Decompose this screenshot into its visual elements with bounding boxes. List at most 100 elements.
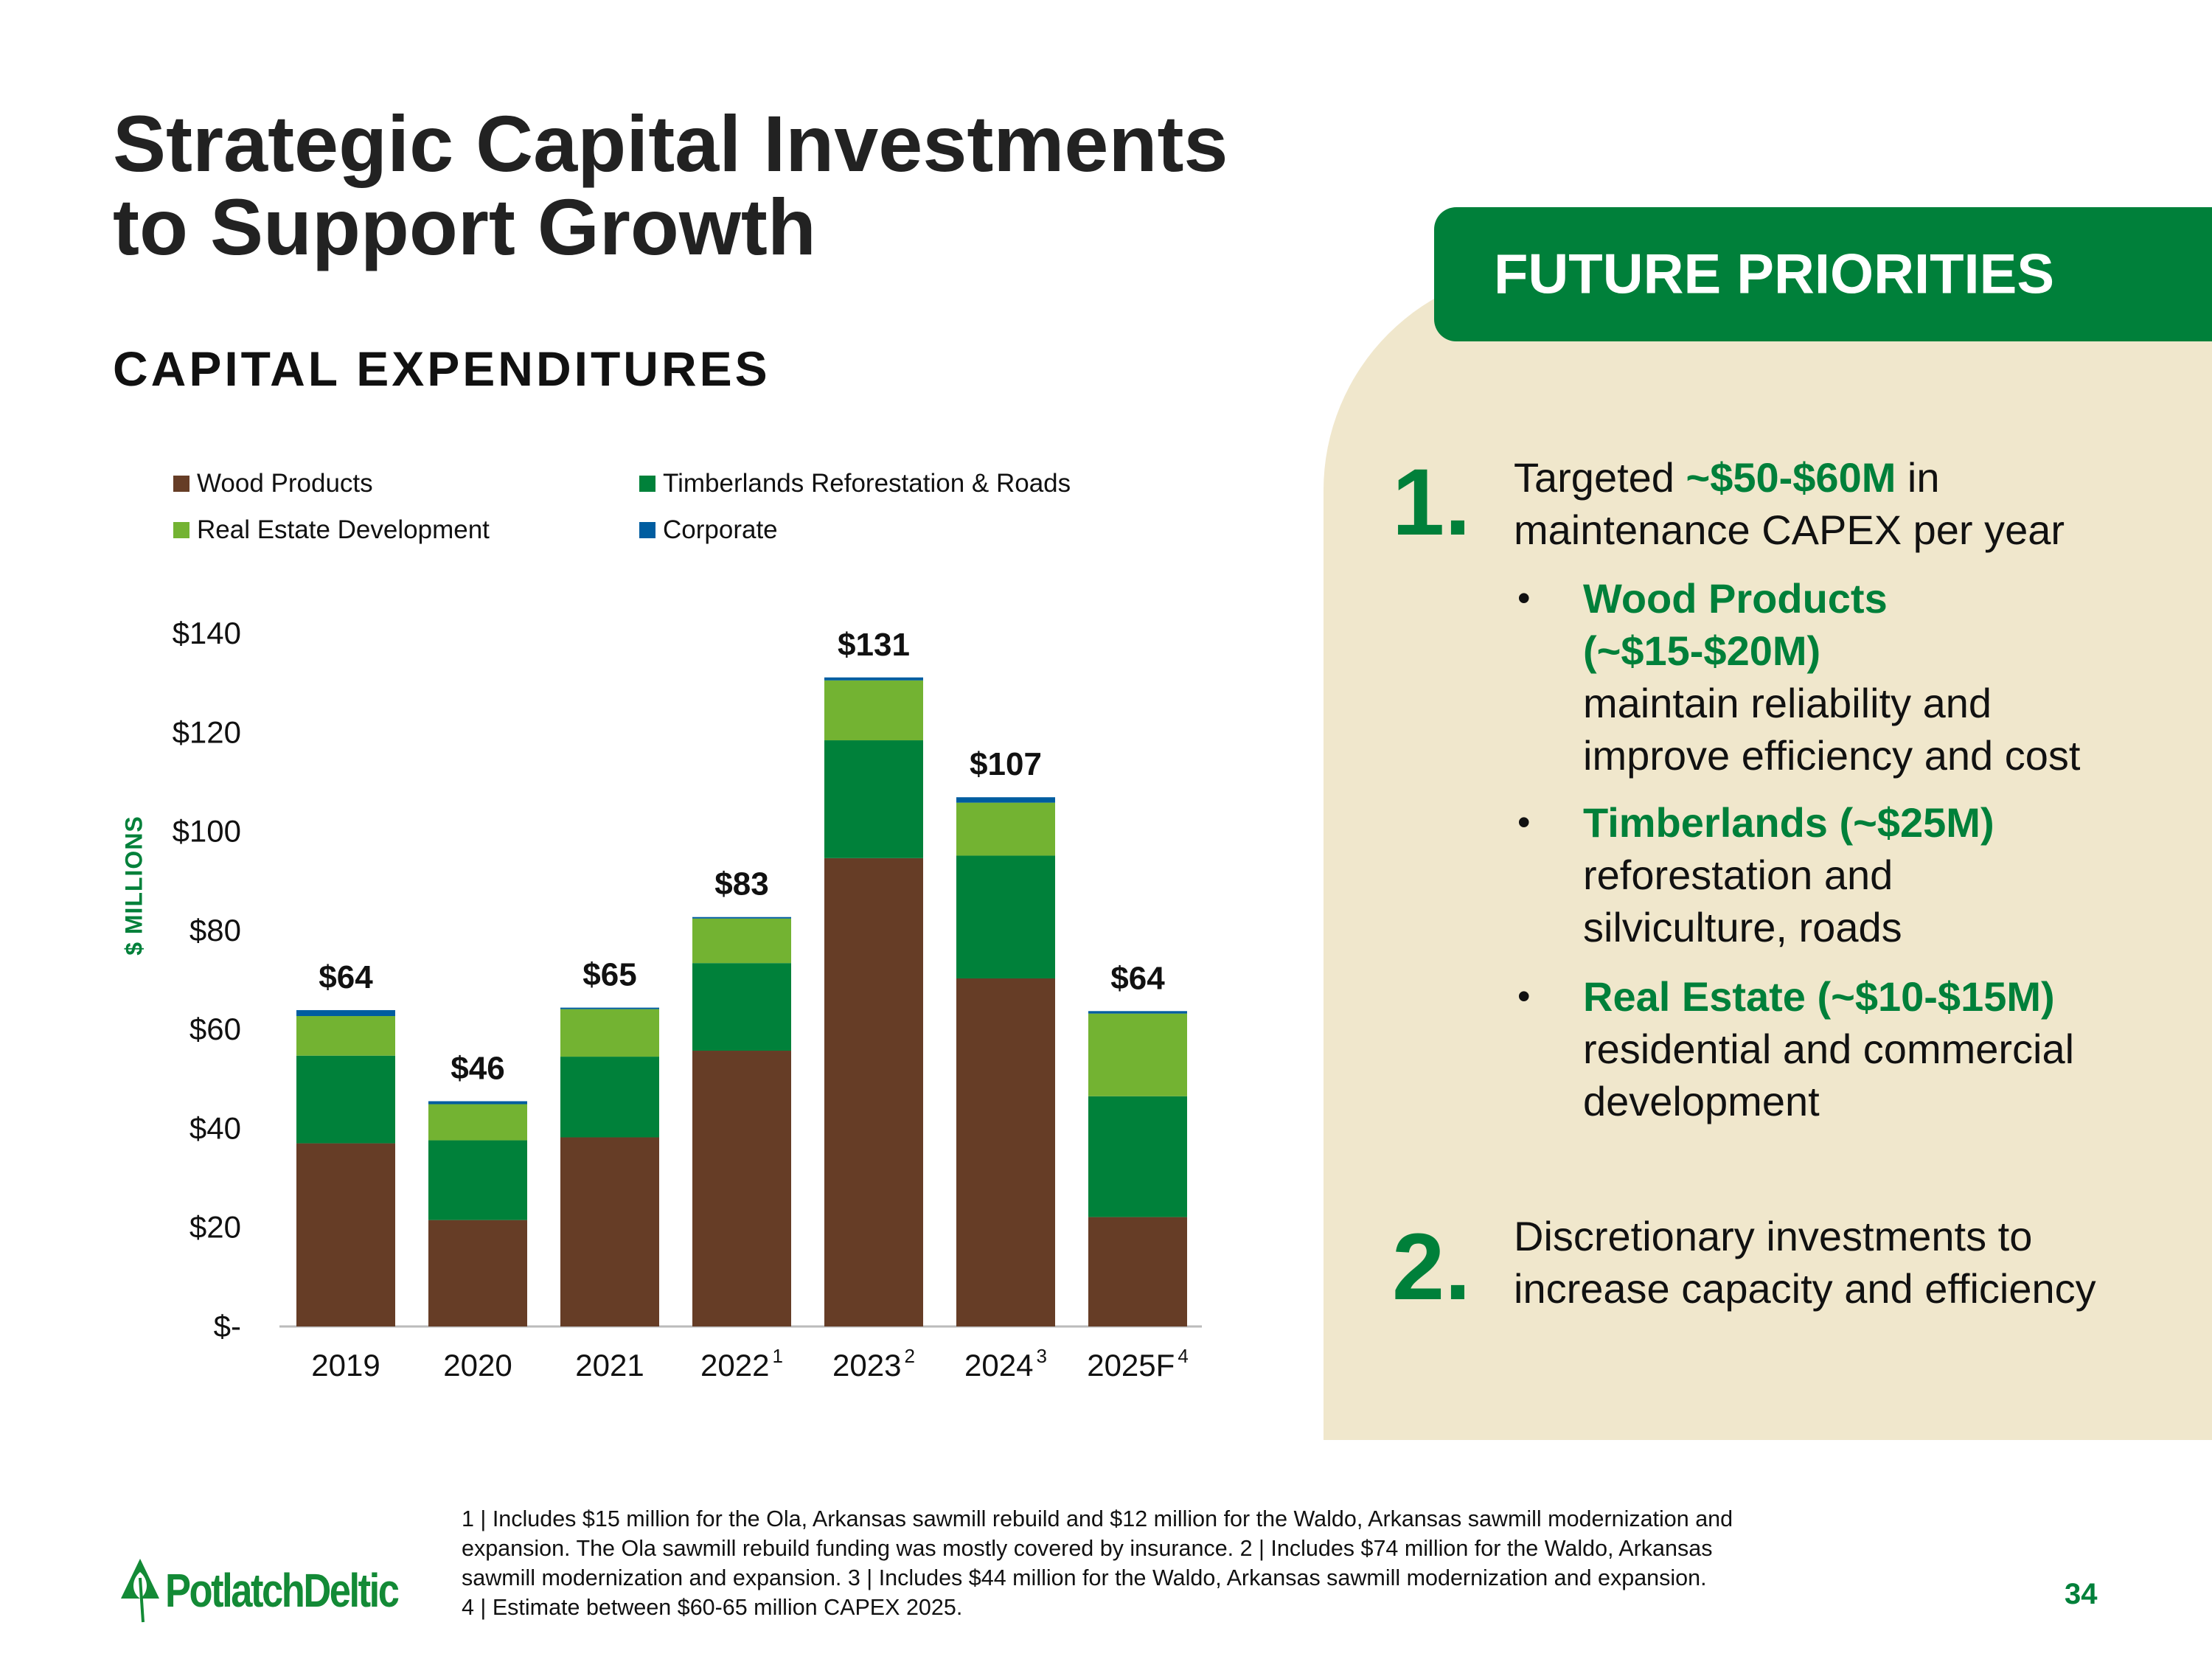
- footnote-superscript: 3: [1036, 1345, 1046, 1367]
- bullet-desc: residential and commercial development: [1583, 1026, 2075, 1124]
- footnote-superscript: 4: [1178, 1345, 1188, 1367]
- footnote-line: 1 | Includes $15 million for the Ola, Ar…: [462, 1506, 1733, 1531]
- bar-segment-timberlands-reforestation-roads: [428, 1140, 527, 1220]
- x-tick-label: 2019: [311, 1348, 380, 1382]
- footnotes: 1 | Includes $15 million for the Ola, Ar…: [462, 1504, 1907, 1622]
- footnote-superscript: 1: [772, 1345, 782, 1367]
- total-value-label: $83: [714, 866, 768, 902]
- bar-segment-timberlands-reforestation-roads: [956, 855, 1055, 978]
- footnote-line: expansion. The Ola sawmill rebuild fundi…: [462, 1536, 1713, 1561]
- future-priorities-panel: [1324, 269, 2212, 1440]
- potlatchdeltic-logo: PotlatchDeltic: [118, 1557, 449, 1624]
- bullet-marker: •: [1517, 975, 1531, 1017]
- bar-segment-wood-products: [1088, 1217, 1187, 1326]
- priority-2-text: Discretionary investments to increase ca…: [1514, 1213, 2096, 1312]
- bullet-wood-products: Wood Products (~$15-$20M) maintain relia…: [1583, 572, 2080, 782]
- bar-segment-corporate: [296, 1009, 395, 1017]
- priority-number-2: 2.: [1392, 1214, 1471, 1320]
- legend-item-timberlands: Timberlands Reforestation & Roads: [639, 469, 1071, 498]
- footnote-superscript: 2: [904, 1345, 914, 1367]
- y-tick-label: $140: [173, 616, 241, 650]
- legend-item-wood-products: Wood Products: [173, 469, 373, 498]
- bar-segment-real-estate-development: [1088, 1013, 1187, 1096]
- y-tick-label: $40: [189, 1110, 241, 1145]
- legend-label: Wood Products: [197, 469, 373, 498]
- bullet-title: Timberlands (~$25M): [1583, 799, 1994, 846]
- y-tick-label: $-: [214, 1309, 241, 1343]
- priority-1-text: Targeted ~$50-$60M in maintenance CAPEX …: [1514, 451, 2177, 556]
- legend-item-corporate: Corporate: [639, 515, 778, 545]
- bullet-desc: reforestation and silviculture, roads: [1583, 852, 1902, 950]
- bar-segment-corporate: [692, 917, 791, 919]
- bar-segment-real-estate-development: [824, 680, 923, 741]
- bullet-marker: •: [1517, 801, 1531, 843]
- bar-segment-real-estate-development: [428, 1104, 527, 1141]
- total-value-label: $46: [451, 1051, 504, 1087]
- bar-segment-timberlands-reforestation-roads: [560, 1057, 659, 1138]
- bar-segment-wood-products: [692, 1051, 791, 1326]
- bar-segment-corporate: [956, 797, 1055, 803]
- bullet-desc: maintain reliability and improve efficie…: [1583, 680, 2081, 779]
- total-value-label: $131: [838, 627, 910, 663]
- title-line-1: Strategic Capital Investments: [113, 99, 1228, 188]
- panel-header-text: FUTURE PRIORITIES: [1494, 243, 2055, 306]
- legend-label: Real Estate Development: [197, 515, 490, 544]
- bar-segment-real-estate-development: [296, 1016, 395, 1056]
- bullet-title: Wood Products (~$15-$20M): [1583, 575, 1888, 674]
- bar-segment-timberlands-reforestation-roads: [824, 740, 923, 858]
- footnote-line: 4 | Estimate between $60-65 million CAPE…: [462, 1595, 963, 1620]
- y-tick-label: $80: [189, 913, 241, 947]
- bar-segment-wood-products: [428, 1220, 527, 1326]
- bullet-marker: •: [1517, 577, 1531, 619]
- x-tick-label: 2022 1: [700, 1345, 783, 1382]
- bar-segment-corporate: [428, 1101, 527, 1105]
- capex-chart: $- $20 $40 $60 $80 $100 $120 $140 $64 2019 $46 2020…: [173, 616, 1202, 1382]
- legend-item-real-estate: Real Estate Development: [173, 515, 490, 545]
- priority-1-highlight: ~$50-$60M: [1686, 454, 1896, 501]
- legend-swatch: [639, 522, 655, 538]
- y-tick-label: $60: [189, 1012, 241, 1046]
- legend-swatch: [173, 476, 189, 492]
- bullet-title: Real Estate (~$10-$15M): [1583, 973, 2055, 1020]
- page-number: 34: [2065, 1578, 2098, 1610]
- x-tick-label: 2021: [575, 1348, 644, 1382]
- bar-segment-timberlands-reforestation-roads: [296, 1055, 395, 1144]
- bullet-real-estate: Real Estate (~$10-$15M) residential and …: [1583, 970, 2202, 1127]
- total-value-label: $65: [582, 957, 636, 993]
- chart-title: CAPITAL EXPENDITURES: [113, 341, 771, 396]
- priority-1-text-a: Targeted: [1514, 454, 1686, 501]
- total-value-label: $64: [319, 959, 373, 995]
- y-tick-label: $100: [173, 814, 241, 849]
- x-tick-label: 2024 3: [964, 1345, 1047, 1382]
- bar-segment-corporate: [560, 1007, 659, 1009]
- y-tick-label: $20: [189, 1210, 241, 1245]
- bar-segment-timberlands-reforestation-roads: [1088, 1096, 1187, 1217]
- bar-segment-real-estate-development: [560, 1009, 659, 1057]
- legend-label: Corporate: [663, 515, 778, 544]
- x-tick-label: 2020: [443, 1348, 512, 1382]
- slide-title: Strategic Capital Investments to Support…: [113, 102, 1228, 268]
- x-tick-label: 2023 2: [832, 1345, 915, 1382]
- total-value-label: $107: [970, 746, 1042, 782]
- tree-leaf-icon: [121, 1559, 159, 1623]
- logo-text: PotlatchDeltic: [165, 1564, 400, 1617]
- future-priorities-header: FUTURE PRIORITIES: [1434, 207, 2212, 341]
- bar-segment-corporate: [1088, 1011, 1187, 1014]
- bar-segment-corporate: [824, 677, 923, 681]
- bar-segment-wood-products: [296, 1143, 395, 1326]
- title-line-2: to Support Growth: [113, 182, 816, 271]
- legend-label: Timberlands Reforestation & Roads: [663, 469, 1071, 498]
- legend-swatch: [173, 522, 189, 538]
- bullet-timberlands: Timberlands (~$25M) reforestation and si…: [1583, 796, 2202, 953]
- priority-number-1: 1.: [1392, 450, 1471, 555]
- bar-segment-wood-products: [560, 1137, 659, 1326]
- total-value-label: $64: [1110, 960, 1165, 996]
- x-tick-label: 2025F 4: [1087, 1345, 1189, 1382]
- y-tick-label: $120: [173, 714, 241, 749]
- priority-1-text-b: in maintenance CAPEX per year: [1514, 454, 2065, 553]
- legend-swatch: [639, 476, 655, 492]
- footnote-line: sawmill modernization and expansion. 3 |…: [462, 1565, 1707, 1590]
- bar-segment-real-estate-development: [692, 918, 791, 964]
- bar-segment-wood-products: [824, 858, 923, 1326]
